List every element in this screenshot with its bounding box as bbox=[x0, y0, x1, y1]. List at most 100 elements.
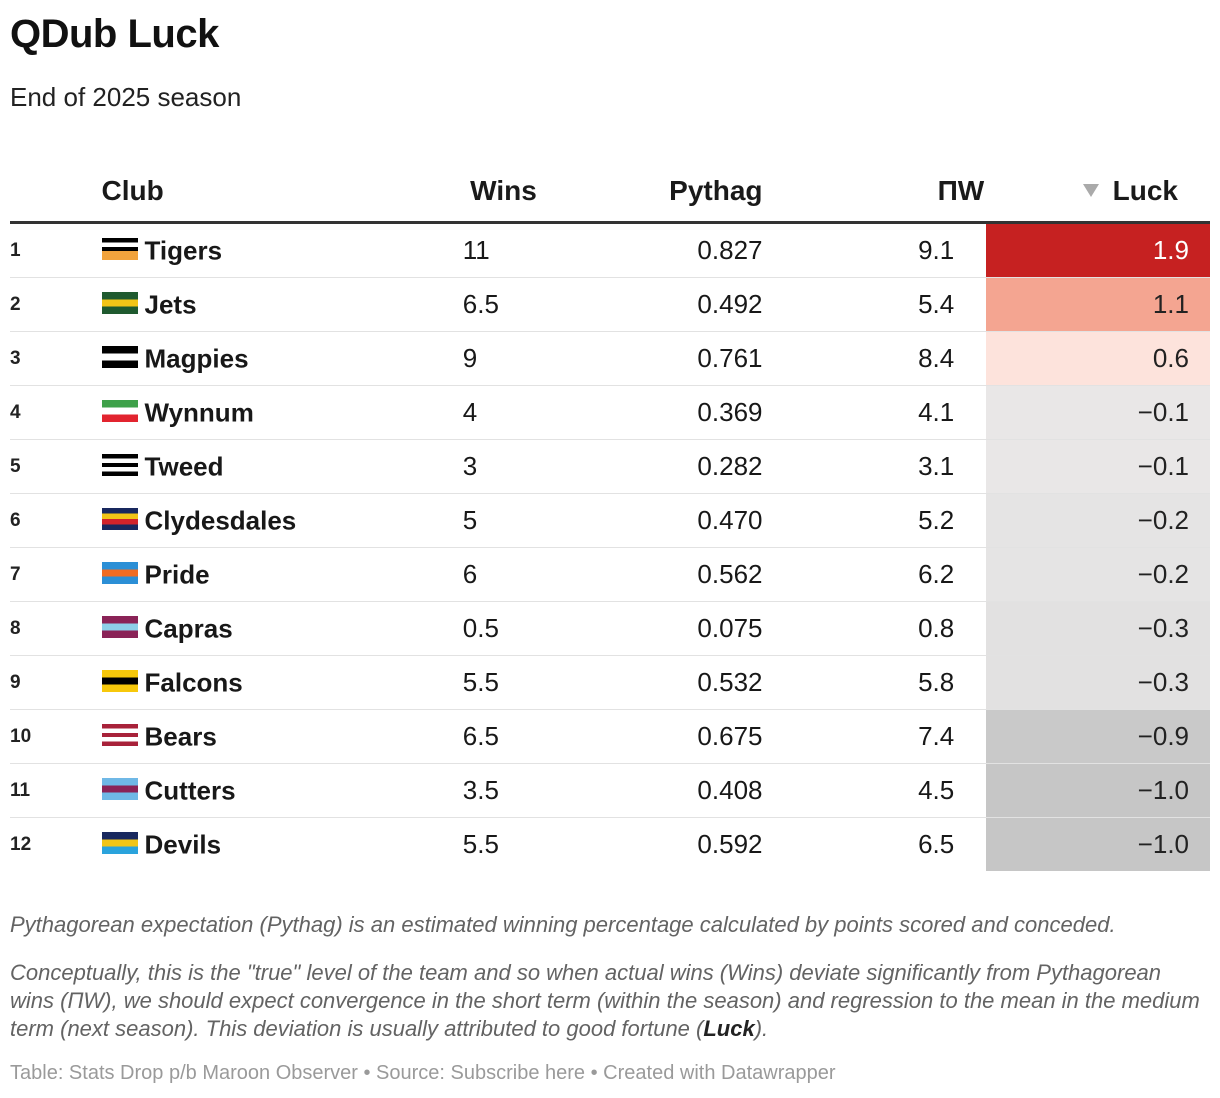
club-flag-icon bbox=[101, 616, 138, 639]
table-row: 11 Cutters 3.5 0.408 4.5 −1.0 bbox=[10, 763, 1210, 818]
club-cell: Jets bbox=[101, 277, 387, 332]
club-cell: Falcons bbox=[101, 655, 387, 710]
pythag-cell: 0.492 bbox=[538, 277, 763, 332]
rank-cell: 11 bbox=[10, 763, 102, 818]
club-name: Tweed bbox=[144, 451, 224, 482]
header-rank bbox=[10, 160, 102, 224]
club-name: Falcons bbox=[144, 667, 243, 698]
rank-cell: 6 bbox=[10, 493, 102, 548]
wins-value: 5.5 bbox=[462, 667, 499, 697]
pythag-cell: 0.761 bbox=[538, 331, 763, 386]
pythag-cell: 0.827 bbox=[538, 222, 763, 278]
rank-cell: 2 bbox=[10, 277, 102, 332]
club-name: Magpies bbox=[144, 343, 249, 374]
header-wins[interactable]: Wins bbox=[386, 160, 539, 224]
pw-cell: 4.5 bbox=[762, 763, 987, 818]
pythag-cell: 0.532 bbox=[538, 655, 763, 710]
pythag-cell: 0.075 bbox=[538, 601, 763, 656]
luck-cell: −0.3 bbox=[986, 655, 1210, 710]
club-flag-icon bbox=[101, 724, 138, 747]
rank-cell: 8 bbox=[10, 601, 102, 656]
club-flag-icon bbox=[101, 454, 138, 477]
rank-cell: 12 bbox=[10, 833, 32, 855]
club-flag-icon bbox=[101, 292, 138, 315]
club-name: Clydesdales bbox=[144, 505, 297, 536]
club-flag-icon bbox=[101, 508, 138, 531]
header-pw[interactable]: ΠW bbox=[762, 160, 987, 224]
note-concept: Conceptually, this is the "true" level o… bbox=[10, 959, 1210, 1043]
pw-cell: 9.1 bbox=[762, 222, 987, 278]
header-pythag[interactable]: Pythag bbox=[538, 160, 763, 224]
club-flag-icon bbox=[101, 238, 138, 261]
table-row: 3 Magpies 9 0.761 8.4 0.6 bbox=[10, 331, 1210, 386]
wins-cell: 6 bbox=[386, 547, 539, 602]
pw-cell: 5.2 bbox=[762, 493, 987, 548]
club-flag-icon bbox=[101, 346, 138, 369]
pw-cell: 6.2 bbox=[762, 547, 987, 602]
club-name: Wynnum bbox=[144, 397, 254, 428]
table-row: 9 Falcons 5.5 0.532 5.8 −0.3 bbox=[10, 655, 1210, 710]
wins-value: 9 bbox=[462, 343, 478, 373]
club-cell: Cutters bbox=[101, 763, 387, 818]
header-luck[interactable]: Luck bbox=[986, 160, 1210, 224]
luck-cell: −1.0 bbox=[986, 763, 1210, 818]
pythag-cell: 0.369 bbox=[538, 385, 763, 440]
table-row: 2 Jets 6.5 0.492 5.4 1.1 bbox=[10, 277, 1210, 332]
pw-cell: 4.1 bbox=[762, 385, 987, 440]
header-club[interactable]: Club bbox=[101, 160, 387, 224]
wins-value: 11 bbox=[462, 235, 490, 265]
rank-cell: 10 bbox=[10, 709, 102, 764]
table-row: 8 Capras 0.5 0.075 0.8 −0.3 bbox=[10, 601, 1210, 656]
club-cell: Tigers bbox=[101, 222, 387, 278]
rank-cell: 7 bbox=[10, 547, 102, 602]
table-row: 5 Tweed 3 0.282 3.1 −0.1 bbox=[10, 439, 1210, 494]
wins-cell: 5.5 bbox=[386, 655, 539, 710]
rank-cell: 3 bbox=[10, 331, 102, 386]
luck-cell: −0.1 bbox=[986, 385, 1210, 440]
club-cell: Magpies bbox=[101, 331, 387, 386]
pw-cell: 5.4 bbox=[762, 277, 987, 332]
wins-cell: 4 bbox=[386, 385, 539, 440]
club-flag-icon bbox=[101, 670, 138, 693]
club-flag-icon bbox=[101, 832, 138, 855]
club-cell: Wynnum bbox=[101, 385, 387, 440]
wins-cell: 9 bbox=[386, 331, 539, 386]
wins-value: 3 bbox=[462, 451, 478, 481]
table-row: 10 Bears 6.5 0.675 7.4 −0.9 bbox=[10, 709, 1210, 764]
club-cell: Pride bbox=[101, 547, 387, 602]
luck-cell: −0.2 bbox=[986, 547, 1210, 602]
wins-cell: 6.5 bbox=[386, 277, 539, 332]
luck-table: Club Wins Pythag ΠW Luck 1 Tigers 11 0.827 9… bbox=[10, 160, 1210, 871]
wins-cell: 3 bbox=[386, 439, 539, 494]
wins-value: 5.5 bbox=[462, 829, 499, 859]
note-luck-bold: Luck bbox=[703, 1016, 755, 1041]
table-notes: Pythagorean expectation (Pythag) is an e… bbox=[10, 911, 1210, 1063]
pw-cell: 7.4 bbox=[762, 709, 987, 764]
pythag-cell: 0.282 bbox=[538, 439, 763, 494]
page-title: QDub Luck bbox=[10, 12, 219, 56]
club-cell: Clydesdales bbox=[101, 493, 387, 548]
luck-cell: −1.0 bbox=[986, 817, 1210, 871]
club-name: Pride bbox=[144, 559, 210, 590]
note-concept-text: Conceptually, this is the "true" level o… bbox=[10, 960, 1200, 1041]
club-cell: Tweed bbox=[101, 439, 387, 494]
wins-value: 3.5 bbox=[462, 775, 499, 805]
rank-cell: 9 bbox=[10, 655, 102, 710]
rank-cell: 4 bbox=[10, 385, 102, 440]
table-row: 6 Clydesdales 5 0.470 5.2 −0.2 bbox=[10, 493, 1210, 548]
wins-value: 6.5 bbox=[462, 721, 499, 751]
table-row: 7 Pride 6 0.562 6.2 −0.2 bbox=[10, 547, 1210, 602]
sort-descending-icon[interactable] bbox=[1082, 183, 1099, 197]
luck-cell: −0.3 bbox=[986, 601, 1210, 656]
pw-cell: 3.1 bbox=[762, 439, 987, 494]
club-name: Tigers bbox=[144, 235, 223, 266]
wins-value: 5 bbox=[462, 505, 478, 535]
pythag-cell: 0.562 bbox=[538, 547, 763, 602]
club-name: Jets bbox=[144, 289, 197, 320]
header-luck-label: Luck bbox=[1112, 174, 1178, 206]
pw-cell: 0.8 bbox=[762, 601, 987, 656]
luck-cell: −0.1 bbox=[986, 439, 1210, 494]
club-name: Bears bbox=[144, 721, 217, 752]
wins-value: 6.5 bbox=[462, 289, 499, 319]
